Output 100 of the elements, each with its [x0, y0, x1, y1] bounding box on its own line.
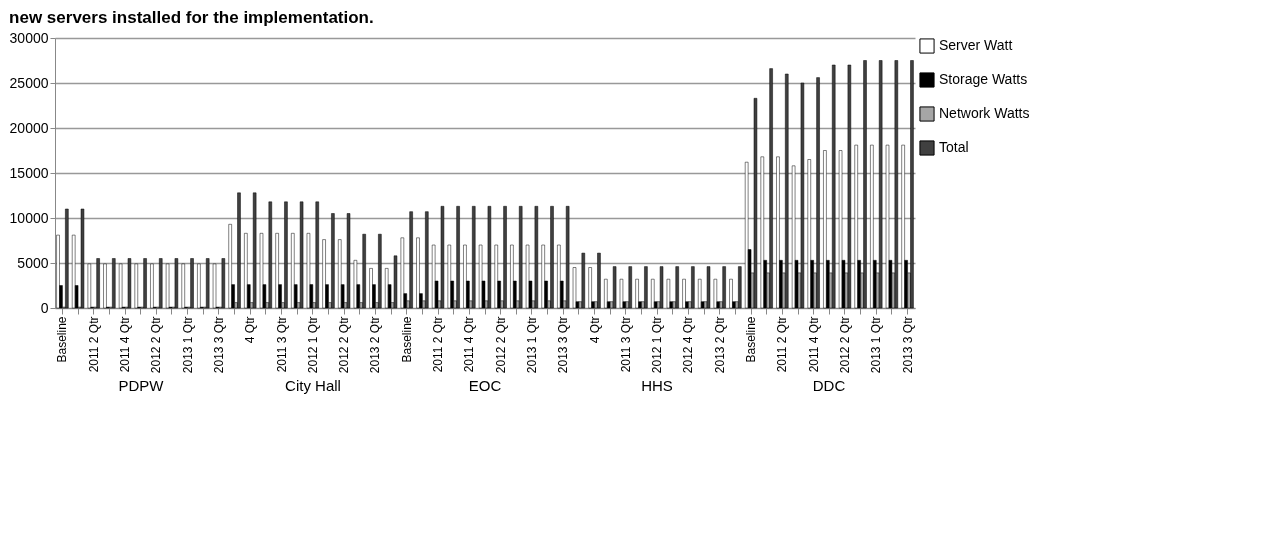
bar	[807, 159, 811, 309]
bar	[112, 258, 116, 309]
bar	[713, 278, 718, 309]
bar	[165, 263, 170, 309]
bar	[118, 263, 123, 309]
bar	[275, 233, 279, 309]
bar	[322, 239, 326, 309]
bar	[431, 244, 436, 309]
bar	[205, 258, 210, 309]
bar	[550, 206, 554, 309]
bar	[103, 263, 107, 309]
x-tick-label: 2013 2 Qtr	[712, 316, 727, 374]
x-tick-label: 4 Qtr	[243, 316, 258, 344]
bar	[791, 165, 796, 309]
y-tick-label: 5000	[17, 254, 49, 271]
bar	[910, 60, 914, 309]
bar	[134, 263, 138, 309]
bar	[863, 60, 867, 309]
bar	[384, 268, 389, 309]
x-tick-label: Baseline	[744, 316, 759, 363]
bar	[572, 267, 577, 309]
bar	[353, 260, 358, 309]
bar	[237, 192, 241, 309]
bar	[503, 206, 507, 309]
bar	[885, 144, 890, 309]
bar	[604, 278, 608, 309]
x-tick-label: 2013 3 Qtr	[556, 316, 571, 374]
bar	[494, 244, 498, 309]
x-tick-label: 2012 2 Qtr	[337, 316, 352, 374]
x-tick-label: 2013 1 Qtr	[524, 316, 539, 374]
bar	[619, 278, 624, 309]
legend-label: Network Watts	[939, 105, 1030, 121]
x-tick-label: 2011 2 Qtr	[86, 316, 101, 373]
bar	[338, 239, 342, 309]
text: PDPW	[118, 377, 165, 394]
x-tick-label: 2013 3 Qtr	[211, 316, 226, 374]
bar	[901, 144, 905, 309]
bar	[315, 201, 319, 309]
x-tick-label: 2011 4 Qtr	[118, 316, 133, 373]
bar	[744, 161, 749, 309]
bar	[581, 252, 586, 309]
chart-title: new servers installed for the implementation.	[9, 8, 374, 27]
bar	[644, 266, 648, 309]
bar	[174, 258, 179, 309]
bar	[769, 68, 773, 309]
bar	[284, 201, 288, 309]
bar	[776, 156, 780, 309]
bar	[65, 208, 69, 309]
bar	[143, 258, 147, 309]
bar	[447, 244, 452, 309]
x-tick-label: 2012 2 Qtr	[149, 316, 164, 374]
bar	[331, 213, 335, 309]
bar	[659, 266, 664, 309]
x-tick-label: Baseline	[399, 316, 414, 363]
bar	[760, 156, 765, 309]
bar	[832, 64, 836, 309]
bar	[190, 258, 194, 309]
x-tick-label: 2012 4 Qtr	[681, 316, 696, 374]
bar	[557, 244, 561, 309]
bar	[785, 73, 789, 309]
text: EOC	[468, 377, 502, 394]
x-tick-label: 2011 3 Qtr	[274, 316, 289, 373]
bar	[666, 278, 671, 309]
bar	[159, 258, 163, 309]
bar	[878, 60, 883, 309]
bar	[697, 278, 702, 309]
bar	[306, 233, 311, 309]
bar	[706, 266, 711, 309]
bar	[675, 266, 679, 309]
bar	[378, 233, 382, 309]
text: DDC	[812, 377, 846, 394]
x-tick-label: 2011 3 Qtr	[618, 316, 633, 373]
x-tick-label: Baseline	[55, 316, 70, 363]
bar	[456, 206, 460, 309]
bar	[181, 263, 185, 309]
bar	[362, 233, 366, 309]
bar	[628, 266, 632, 309]
x-tick-label: 2012 2 Qtr	[837, 316, 852, 374]
bar	[635, 278, 639, 309]
bar	[96, 258, 100, 309]
bar	[588, 267, 592, 309]
bar	[682, 278, 686, 309]
bar	[729, 278, 733, 309]
x-tick-label: 2012 1 Qtr	[305, 316, 320, 374]
bar	[854, 144, 858, 309]
y-tick-label: 10000	[9, 209, 49, 226]
x-tick-label: 2012 1 Qtr	[650, 316, 665, 374]
bar	[816, 77, 820, 309]
bar	[738, 266, 742, 309]
x-tick-label: 2013 3 Qtr	[900, 316, 915, 374]
legend-label: Storage Watts	[939, 71, 1028, 87]
y-tick-label: 20000	[9, 119, 49, 136]
bar	[221, 258, 226, 309]
bar	[541, 244, 545, 309]
y-tick-label: 15000	[9, 164, 49, 181]
bar	[823, 150, 827, 309]
text: City Hall	[285, 377, 341, 394]
bar	[87, 263, 92, 309]
bar	[478, 244, 483, 309]
bar	[259, 233, 264, 309]
